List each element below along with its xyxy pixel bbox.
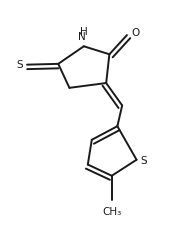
Text: N: N: [78, 32, 86, 42]
Text: CH₃: CH₃: [102, 207, 121, 217]
Text: H: H: [80, 28, 88, 38]
Text: S: S: [141, 156, 147, 166]
Text: S: S: [17, 60, 23, 70]
Text: O: O: [131, 29, 139, 39]
